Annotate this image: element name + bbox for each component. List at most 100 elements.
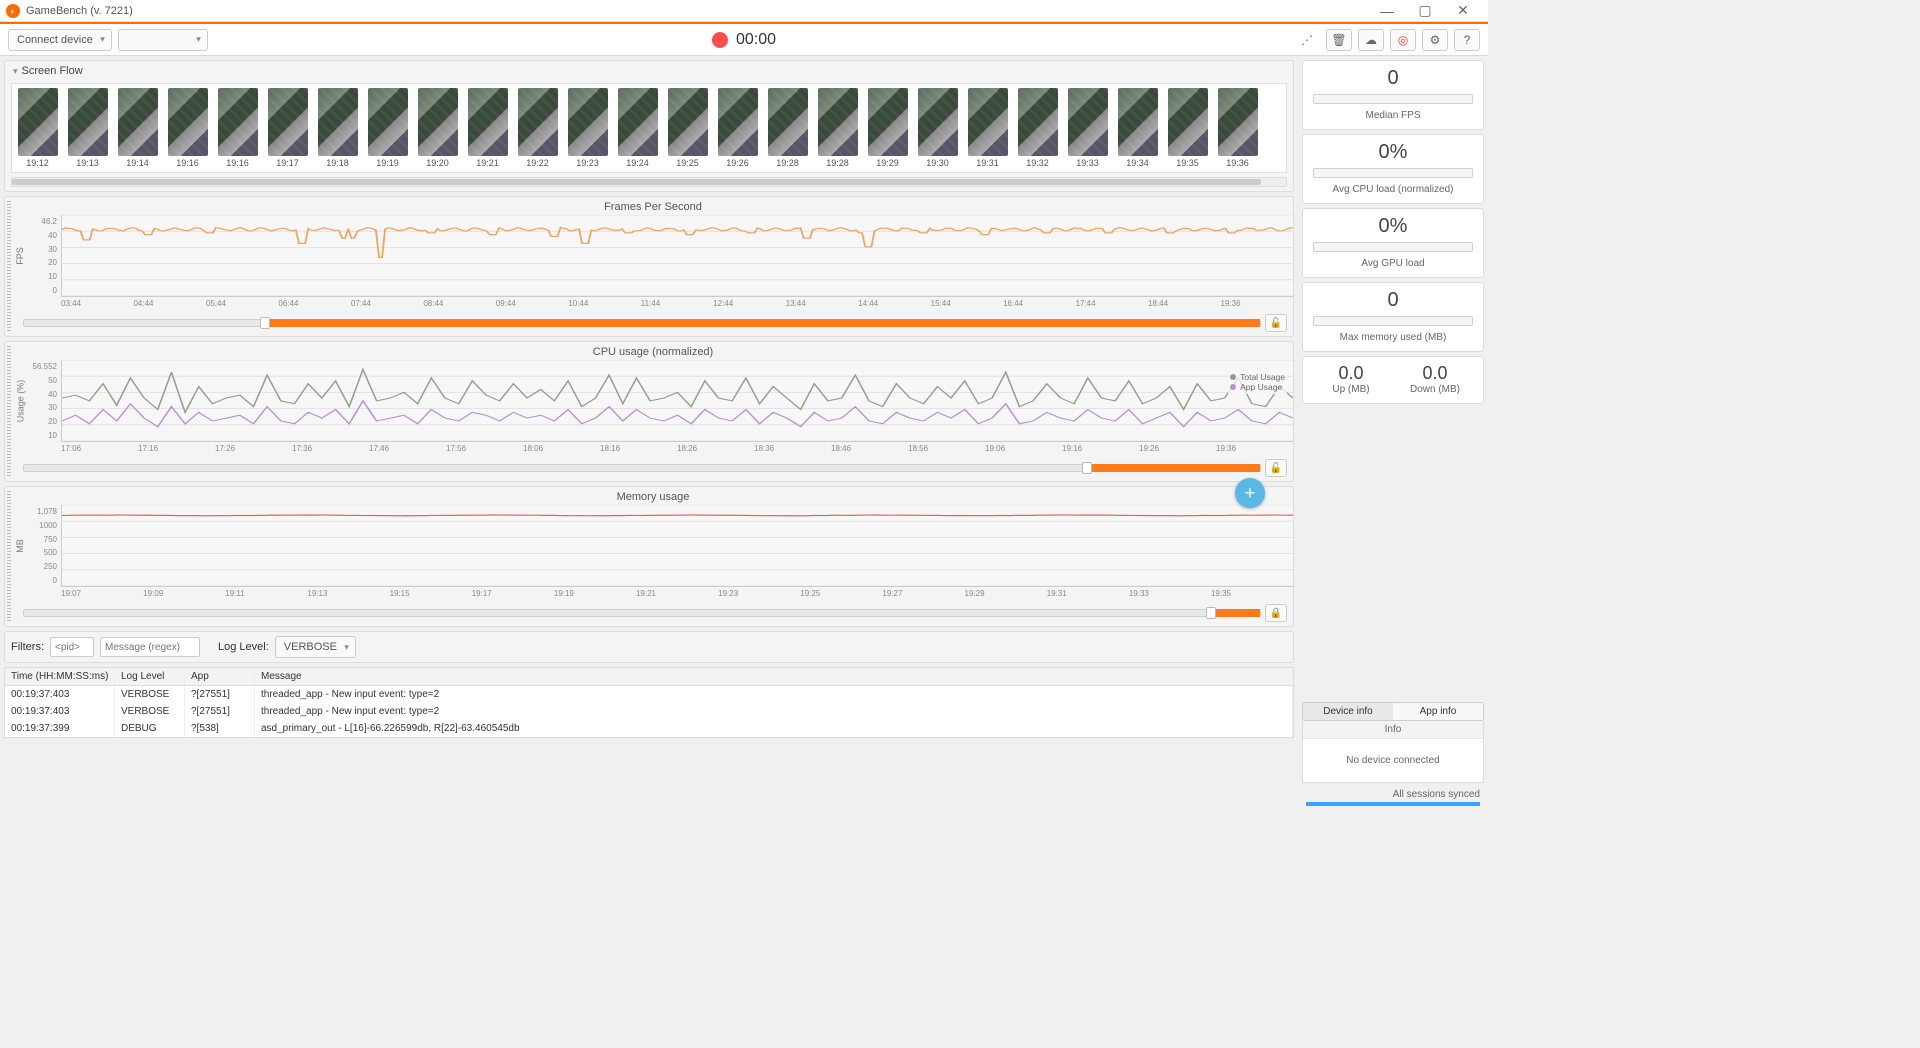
cpu-range-slider[interactable] [23, 464, 1261, 472]
mem-xticks: 19:0719:0919:1119:1319:1519:1719:1919:21… [13, 587, 1293, 602]
fps-chart-title: Frames Per Second [13, 197, 1293, 215]
mem-chart-title: Memory usage [13, 487, 1293, 505]
panel-grip[interactable] [7, 201, 11, 332]
connect-device-dropdown[interactable]: Connect device [8, 29, 112, 51]
screenflow-thumb[interactable]: 19:32 [1014, 88, 1061, 168]
screenflow-thumb[interactable]: 19:31 [964, 88, 1011, 168]
screenflow-thumb[interactable]: 19:16 [214, 88, 261, 168]
settings-button[interactable]: ⚙ [1422, 29, 1448, 51]
screenflow-thumb[interactable]: 19:16 [164, 88, 211, 168]
screenflow-panel: Screen Flow 19:1219:1319:1419:1619:1619:… [4, 60, 1294, 192]
loglevel-dropdown[interactable]: VERBOSE [275, 636, 356, 658]
cpu-plot[interactable] [61, 360, 1293, 442]
loglevel-value: VERBOSE [284, 641, 337, 653]
avg-cpu-metric: 0% Avg CPU load (normalized) [1302, 134, 1484, 204]
cpu-ylabel: Usage (%) [15, 380, 25, 423]
avg-cpu-label: Avg CPU load (normalized) [1309, 184, 1477, 195]
screenflow-thumb[interactable]: 19:35 [1164, 88, 1211, 168]
screenflow-thumb[interactable]: 19:12 [14, 88, 61, 168]
screenflow-thumb[interactable]: 19:24 [614, 88, 661, 168]
delete-button[interactable]: 🗑 [1326, 29, 1352, 51]
screenflow-thumb[interactable]: 19:26 [714, 88, 761, 168]
window-title: GameBench (v. 7221) [26, 5, 1368, 17]
cpu-legend: Total UsageApp Usage [1228, 370, 1287, 394]
net-down-label: Down (MB) [1393, 384, 1477, 395]
max-memory-metric: 0 Max memory used (MB) [1302, 282, 1484, 352]
screenflow-thumb[interactable]: 19:21 [464, 88, 511, 168]
log-row[interactable]: 00:19:37:399DEBUG?[538]asd_primary_out -… [5, 720, 1293, 737]
screenflow-thumb[interactable]: 19:28 [814, 88, 861, 168]
app-select-dropdown[interactable] [118, 29, 208, 51]
screenflow-thumb[interactable]: 19:29 [864, 88, 911, 168]
fps-range-slider[interactable] [23, 319, 1261, 327]
screenflow-thumb[interactable]: 19:25 [664, 88, 711, 168]
screenflow-thumb[interactable]: 19:14 [114, 88, 161, 168]
fps-ylabel: FPS [15, 247, 25, 265]
sync-progress [1306, 802, 1480, 806]
cloud-upload-button[interactable]: ☁ [1358, 29, 1384, 51]
screenflow-thumb[interactable]: 19:34 [1114, 88, 1161, 168]
log-row[interactable]: 00:19:37:403VERBOSE?[27551]threaded_app … [5, 703, 1293, 720]
screenflow-thumb[interactable]: 19:23 [564, 88, 611, 168]
tab-device-info[interactable]: Device info [1303, 703, 1393, 720]
net-up-label: Up (MB) [1309, 384, 1393, 395]
screenflow-thumb[interactable]: 19:22 [514, 88, 561, 168]
mem-plot[interactable] [61, 505, 1293, 587]
loglevel-label: Log Level: [218, 641, 269, 653]
log-table-header: Time (HH:MM:SS:ms)Log LevelAppMessage [5, 668, 1293, 686]
cpu-yticks: 56.5525040302010 [27, 360, 61, 442]
pid-filter-input[interactable] [50, 637, 94, 657]
screenflow-thumb[interactable]: 19:30 [914, 88, 961, 168]
screenflow-thumb[interactable]: 19:13 [64, 88, 111, 168]
screenflow-scrollbar[interactable] [11, 177, 1287, 187]
tab-app-info[interactable]: App info [1393, 703, 1483, 720]
mem-yticks: 1,07810007505002500 [27, 505, 61, 587]
help-button[interactable]: ? [1454, 29, 1480, 51]
window-minimize-icon[interactable]: — [1368, 3, 1406, 19]
avg-cpu-value: 0% [1309, 141, 1477, 164]
sync-label: All sessions synced [1393, 789, 1480, 800]
mem-range-slider[interactable] [23, 609, 1261, 617]
fps-chart-panel: Frames Per Second FPS 46.2403020100 03:4… [4, 196, 1294, 337]
avg-gpu-metric: 0% Avg GPU load [1302, 208, 1484, 278]
main-toolbar: Connect device 00:00 ⋰ 🗑 ☁ ◎ ⚙ ? [0, 24, 1488, 56]
target-button[interactable]: ◎ [1390, 29, 1416, 51]
app-logo-icon: ◐ [6, 4, 20, 18]
screenflow-thumb[interactable]: 19:19 [364, 88, 411, 168]
fps-yticks: 46.2403020100 [27, 215, 61, 297]
net-down-value: 0.0 [1393, 363, 1477, 384]
filters-label: Filters: [11, 641, 44, 653]
window-close-icon[interactable]: ✕ [1444, 2, 1482, 19]
screenflow-thumb[interactable]: 19:28 [764, 88, 811, 168]
unlock-icon[interactable]: 🔓 [1265, 459, 1287, 477]
screenflow-thumb[interactable]: 19:18 [314, 88, 361, 168]
mem-ylabel: MB [15, 539, 25, 553]
panel-grip[interactable] [7, 346, 11, 477]
info-message: No device connected [1303, 739, 1483, 782]
cpu-chart-panel: CPU usage (normalized) Usage (%) 56.5525… [4, 341, 1294, 482]
add-fab-button[interactable]: + [1235, 478, 1265, 508]
screenflow-thumb[interactable]: 19:17 [264, 88, 311, 168]
screenflow-thumb[interactable]: 19:20 [414, 88, 461, 168]
log-table: Time (HH:MM:SS:ms)Log LevelAppMessage 00… [4, 667, 1294, 738]
screenflow-header[interactable]: Screen Flow [5, 61, 1293, 81]
screenflow-thumb[interactable]: 19:33 [1064, 88, 1111, 168]
screenflow-thumb[interactable]: 19:36 [1214, 88, 1261, 168]
avg-gpu-label: Avg GPU load [1309, 258, 1477, 269]
max-mem-value: 0 [1309, 289, 1477, 312]
cpu-chart-title: CPU usage (normalized) [13, 342, 1293, 360]
record-icon[interactable] [712, 32, 728, 48]
panel-grip[interactable] [7, 491, 11, 622]
net-up-value: 0.0 [1309, 363, 1393, 384]
sync-status: All sessions synced [1302, 787, 1484, 808]
message-filter-input[interactable] [100, 637, 200, 657]
max-mem-label: Max memory used (MB) [1309, 332, 1477, 343]
lock-icon[interactable]: 🔒 [1265, 604, 1287, 622]
window-titlebar: ◐ GameBench (v. 7221) — ▢ ✕ [0, 0, 1488, 22]
mem-chart-panel: Memory usage MB 1,07810007505002500 19:0… [4, 486, 1294, 627]
unlock-icon[interactable]: 🔓 [1265, 314, 1287, 332]
log-row[interactable]: 00:19:37:403VERBOSE?[27551]threaded_app … [5, 686, 1293, 703]
window-maximize-icon[interactable]: ▢ [1406, 2, 1444, 19]
connect-device-label: Connect device [17, 34, 93, 46]
fps-plot[interactable] [61, 215, 1293, 297]
